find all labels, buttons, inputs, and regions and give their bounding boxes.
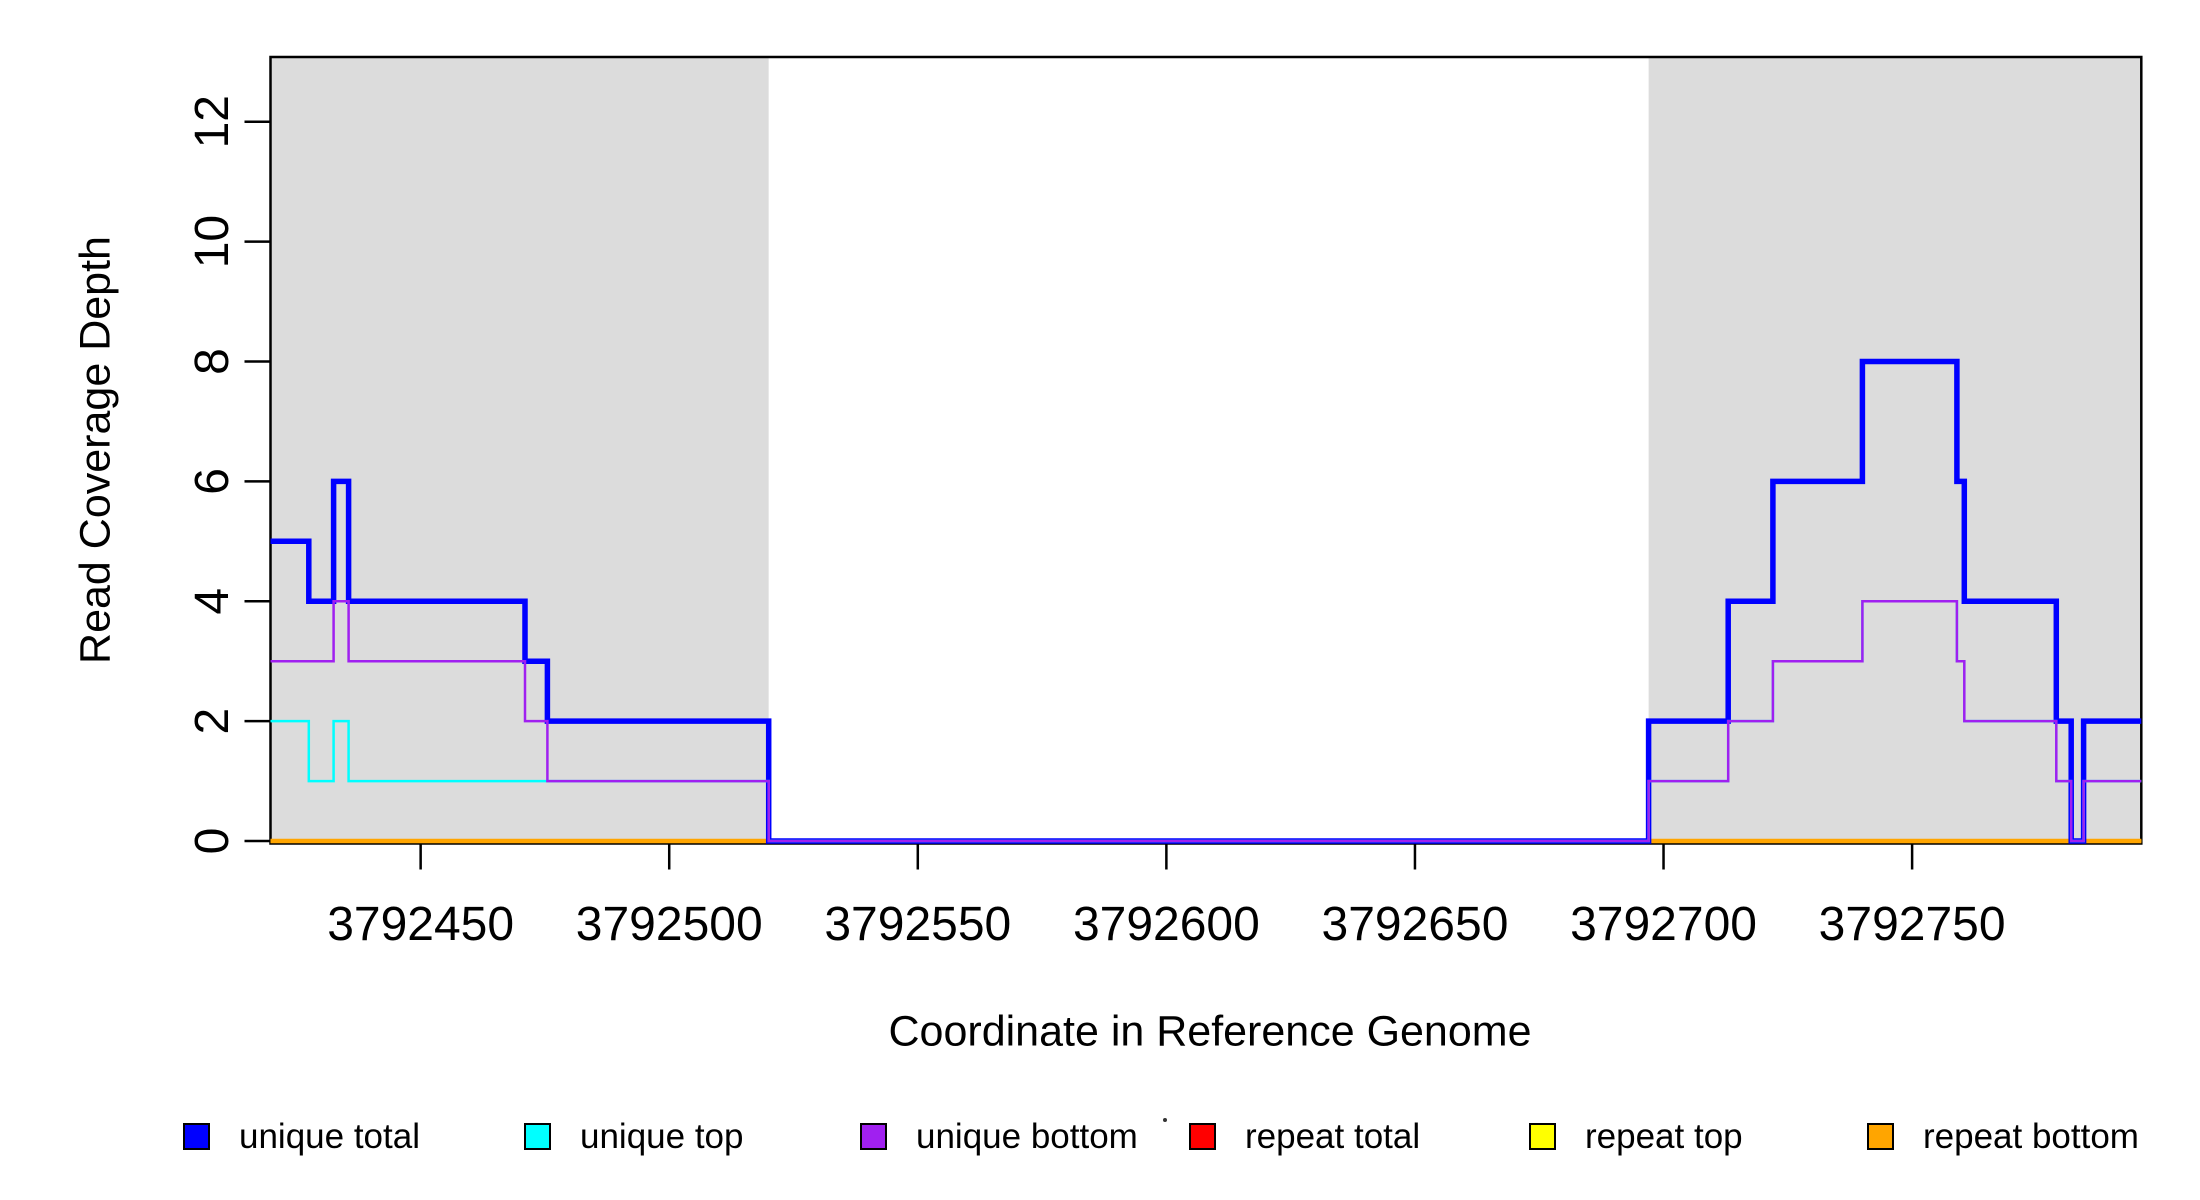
x-tick-label: 3792450: [327, 898, 514, 951]
x-tick-label: 3792550: [824, 898, 1011, 951]
y-tick-label: 0: [186, 828, 239, 855]
x-axis: 3792450 3792500 3792550 3792600 3792650 37927…: [327, 843, 2006, 951]
x-tick-label: 3792750: [1819, 898, 2006, 951]
legend-label: unique bottom: [916, 1117, 1138, 1156]
legend-entry-unique-bottom: unique bottom: [860, 1117, 1138, 1156]
y-tick-label: 2: [186, 708, 239, 735]
legend-label: repeat total: [1245, 1117, 1421, 1156]
y-tick-label: 10: [186, 215, 239, 268]
legend-entry-unique-total: unique total: [183, 1117, 420, 1156]
x-axis-title: Coordinate in Reference Genome: [888, 1007, 1532, 1056]
y-axis: 0 2 4 6 8 10 12: [186, 95, 271, 854]
legend-swatch-unique-bottom: [860, 1123, 887, 1150]
legend-entry-repeat-total: repeat total: [1189, 1117, 1421, 1156]
legend-label: repeat top: [1585, 1117, 1743, 1156]
series-lines: [270, 358, 2142, 844]
legend-label: unique total: [239, 1117, 420, 1156]
x-tick-label: 3792650: [1322, 898, 1509, 951]
x-tick-label: 3792600: [1073, 898, 1260, 951]
legend-swatch-repeat-top: [1529, 1123, 1556, 1150]
legend-label: repeat bottom: [1923, 1117, 2139, 1156]
y-tick-label: 6: [186, 468, 239, 495]
x-tick-label: 3792500: [576, 898, 763, 951]
y-tick-label: 4: [186, 588, 239, 615]
legend-entry-repeat-top: repeat top: [1529, 1117, 1743, 1156]
series-line-unique-total: [270, 358, 2142, 844]
legend-entry-repeat-bottom: repeat bottom: [1867, 1117, 2139, 1156]
legend-swatch-unique-top: [524, 1123, 551, 1150]
legend-swatch-repeat-bottom: [1867, 1123, 1894, 1150]
legend-entry-unique-top: unique top: [524, 1117, 744, 1156]
legend-label: unique top: [580, 1117, 744, 1156]
legend-swatch-repeat-total: [1189, 1123, 1216, 1150]
repeat-masked-region-left: [270, 57, 769, 844]
repeat-masked-region-right: [1648, 57, 2142, 844]
series-line-unique-bottom: [270, 599, 2142, 843]
y-tick-label: 8: [186, 348, 239, 375]
y-tick-label: 12: [186, 95, 239, 148]
legend: unique total unique top unique bottom repea…: [0, 0, 2200, 1154]
legend-swatch-unique-total: [183, 1123, 210, 1150]
y-axis-title: Read Coverage Depth: [71, 236, 120, 664]
stray-dot-artifact: [1163, 1118, 1167, 1122]
x-tick-label: 3792700: [1570, 898, 1757, 951]
